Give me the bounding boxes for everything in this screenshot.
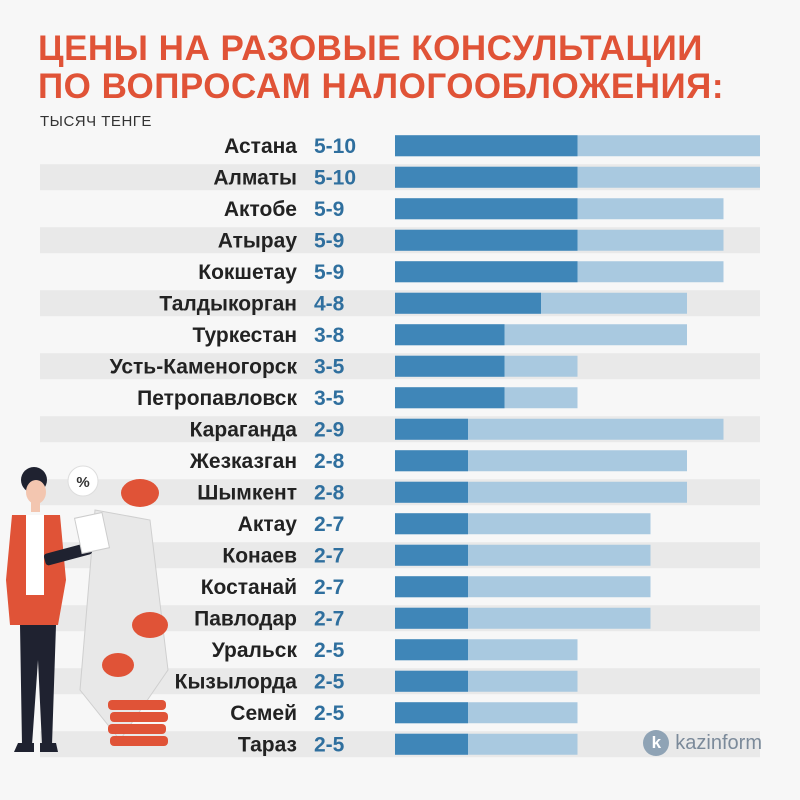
price-range-label: 2-9 <box>314 418 344 441</box>
city-label: Туркестан <box>193 324 298 347</box>
price-range-label: 5-10 <box>314 135 356 158</box>
city-label: Костанай <box>201 576 297 599</box>
bar-min <box>395 576 468 598</box>
accountant-illustration: % <box>6 465 169 752</box>
price-range-label: 2-5 <box>314 733 345 756</box>
city-label: Актобе <box>224 198 297 221</box>
city-label: Тараз <box>238 733 297 756</box>
bar-min <box>395 639 468 661</box>
price-range-label: 5-10 <box>314 166 356 189</box>
price-range-label: 5-9 <box>314 261 344 284</box>
city-label: Петропавловск <box>137 387 297 410</box>
bar-min <box>395 324 505 346</box>
price-range-label: 2-7 <box>314 513 344 536</box>
city-label: Уральск <box>212 639 298 662</box>
price-range-label: 2-5 <box>314 670 345 693</box>
bar-min <box>395 355 505 377</box>
bar-min <box>395 607 468 629</box>
city-label: Атырау <box>218 229 298 252</box>
city-label: Кокшетау <box>198 261 297 284</box>
bar-max <box>395 418 724 440</box>
price-range-label: 2-5 <box>314 639 345 662</box>
price-range-label: 3-8 <box>314 324 345 347</box>
bar-min <box>395 135 578 157</box>
bar-min <box>395 292 541 314</box>
kazinform-logo: k kazinform <box>643 730 762 756</box>
city-label: Жезказган <box>189 450 297 473</box>
city-label: Алматы <box>213 166 297 189</box>
price-range-label: 5-9 <box>314 229 344 252</box>
bar-min <box>395 544 468 566</box>
svg-text:%: % <box>76 474 89 491</box>
coin-icon <box>132 612 168 638</box>
price-range-label: 4-8 <box>314 292 345 315</box>
bar-min <box>395 450 468 472</box>
bar-min <box>395 166 578 188</box>
bar-min <box>395 229 578 251</box>
city-label: Талдыкорган <box>159 292 297 315</box>
coin-icon <box>121 479 159 507</box>
coin-icon <box>102 653 134 677</box>
price-range-label: 3-5 <box>314 355 345 378</box>
price-range-label: 3-5 <box>314 387 345 410</box>
city-label: Караганда <box>190 418 298 441</box>
price-range-label: 2-7 <box>314 544 344 567</box>
kazinform-logo-icon: k <box>643 730 670 756</box>
city-label: Актау <box>238 513 298 536</box>
city-label: Конаев <box>222 544 297 567</box>
bar-min <box>395 733 468 755</box>
city-label: Шымкент <box>197 481 297 504</box>
city-label: Павлодар <box>194 607 297 630</box>
woman-figure <box>6 467 111 752</box>
price-range-label: 2-8 <box>314 450 345 473</box>
percent-badge <box>67 465 99 497</box>
unit-subtitle: ТЫСЯЧ ТЕНГЕ <box>40 113 152 130</box>
brand-name: kazinform <box>675 731 762 754</box>
bar-min <box>395 702 468 724</box>
bar-min <box>395 261 578 283</box>
city-label: Астана <box>224 135 297 158</box>
title-line-2: ПО ВОПРОСАМ НАЛОГООБЛОЖЕНИЯ: <box>38 67 724 106</box>
coin-stack-icon <box>108 700 168 746</box>
title-line-1: ЦЕНЫ НА РАЗОВЫЕ КОНСУЛЬТАЦИИ <box>38 29 703 68</box>
price-range-label: 2-8 <box>314 481 345 504</box>
city-label: Семей <box>230 702 297 725</box>
bar-min <box>395 418 468 440</box>
city-label: Усть-Каменогорск <box>110 355 298 378</box>
bar-min <box>395 481 468 503</box>
price-range-label: 2-7 <box>314 576 344 599</box>
price-range-label: 5-9 <box>314 198 344 221</box>
city-label: Кызылорда <box>175 670 298 693</box>
bar-min <box>395 387 505 409</box>
price-range-label: 2-7 <box>314 607 344 630</box>
bar-min <box>395 198 578 220</box>
price-range-label: 2-5 <box>314 702 345 725</box>
bar-min <box>395 513 468 535</box>
bar-min <box>395 670 468 692</box>
chart-title: ЦЕНЫ НА РАЗОВЫЕ КОНСУЛЬТАЦИИ ПО ВОПРОСАМ… <box>38 30 724 106</box>
